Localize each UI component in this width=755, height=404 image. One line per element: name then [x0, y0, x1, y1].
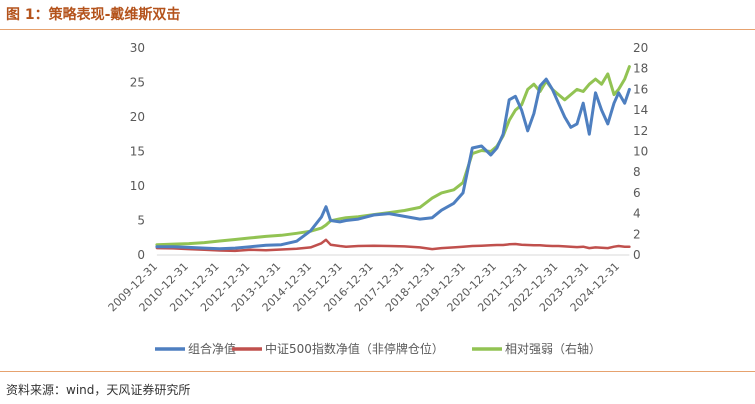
chart-axes: 051015202530024681012141618202009-12-312…	[106, 41, 649, 314]
series-line-portfolio	[155, 77, 631, 251]
series-line-relative	[155, 65, 631, 247]
right-axis-tick: 16	[633, 82, 648, 96]
left-axis-tick: 30	[130, 41, 145, 55]
left-axis-tick: 0	[137, 248, 145, 262]
chart-series	[155, 65, 631, 253]
chart-legend: 组合净值 中证500指数净值（非停牌仓位） 相对强弱（右轴）	[155, 341, 601, 356]
left-axis-tick: 20	[130, 110, 145, 124]
right-axis-tick: 14	[633, 103, 648, 117]
right-axis-tick: 6	[633, 186, 641, 200]
right-axis-tick: 10	[633, 145, 648, 159]
right-axis-tick: 20	[633, 41, 648, 55]
right-axis-tick: 18	[633, 62, 648, 76]
figure-title: 图 1：策略表现-戴维斯双击	[6, 7, 181, 23]
dual-axis-line-chart: 051015202530024681012141618202009-12-312…	[106, 41, 649, 356]
legend-item-portfolio-label: 组合净值	[188, 341, 236, 356]
right-axis-tick: 4	[633, 207, 641, 221]
right-axis-tick: 0	[633, 248, 641, 262]
left-axis-tick: 10	[130, 179, 145, 193]
left-axis-tick: 25	[130, 76, 145, 90]
left-axis-tick: 5	[137, 214, 145, 228]
series-line-index	[155, 238, 631, 253]
right-axis-tick: 8	[633, 165, 641, 179]
right-axis-tick: 2	[633, 227, 641, 241]
legend-item-index-label: 中证500指数净值（非停牌仓位）	[265, 341, 444, 356]
source-note: 资料来源：wind，天风证券研究所	[6, 383, 191, 397]
legend-item-relative-label: 相对强弱（右轴）	[505, 341, 601, 356]
title-divider	[0, 29, 755, 30]
left-axis-tick: 15	[130, 145, 145, 159]
footer-divider	[0, 371, 755, 372]
right-axis-tick: 12	[633, 124, 648, 138]
